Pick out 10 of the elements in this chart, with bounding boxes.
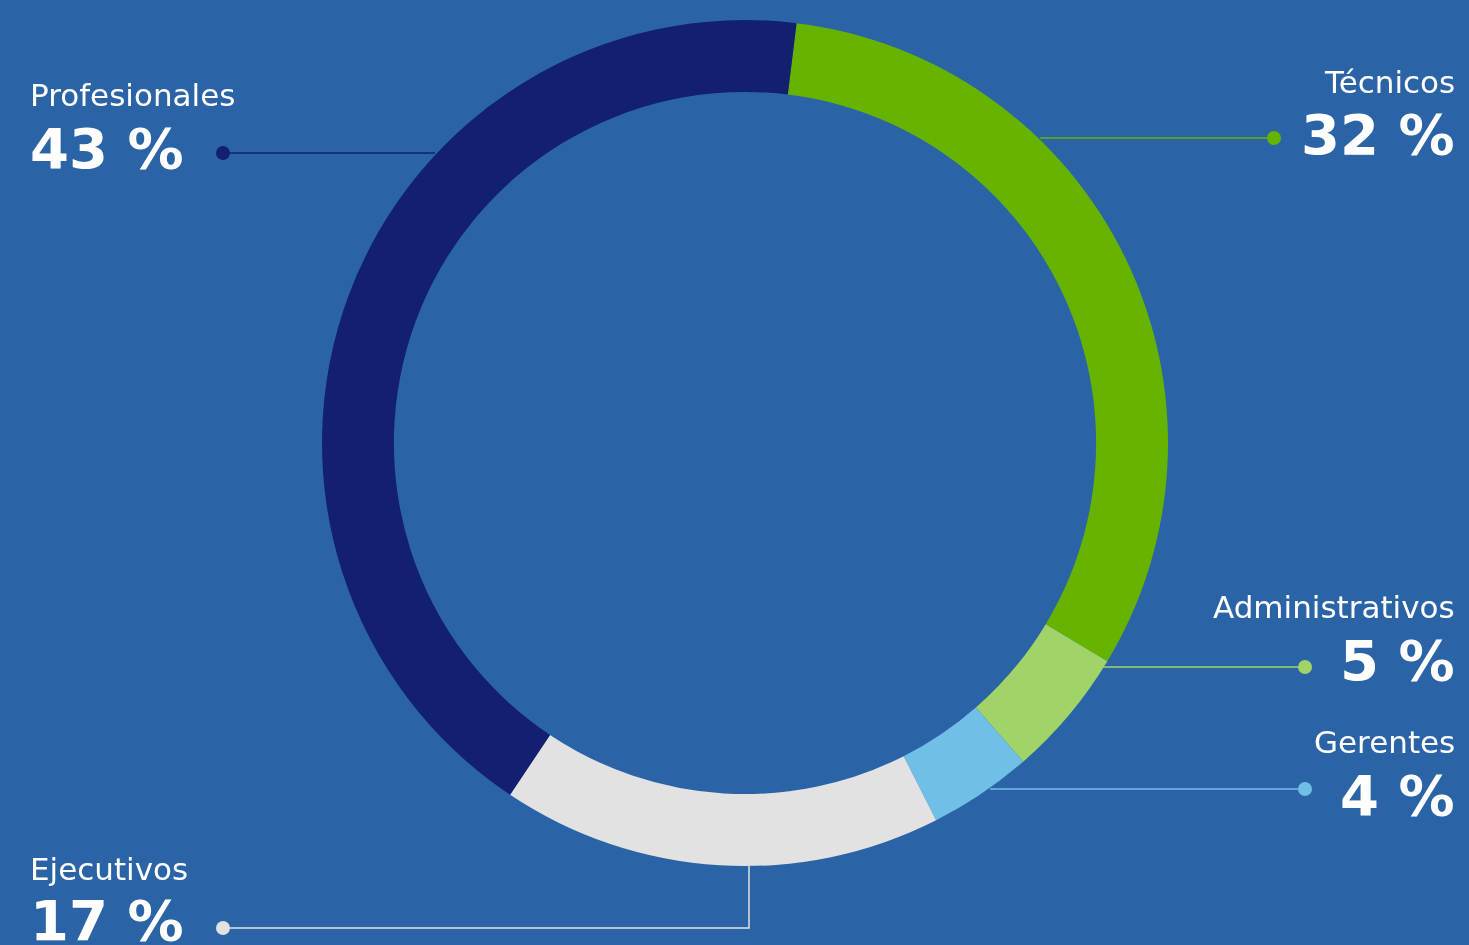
slice-label: Técnicos bbox=[1324, 64, 1456, 100]
data-label: 32 % bbox=[1301, 102, 1455, 167]
slice-label: Profesionales bbox=[30, 77, 236, 113]
slice-label: Ejecutivos bbox=[30, 851, 189, 887]
data-label: 4 % bbox=[1340, 763, 1455, 828]
slice-label: Gerentes bbox=[1314, 724, 1456, 760]
data-label: 5 % bbox=[1340, 628, 1455, 693]
data-label: 43 % bbox=[30, 116, 184, 181]
slice-label: Administrativos bbox=[1213, 589, 1455, 625]
data-label: 17 % bbox=[30, 888, 184, 945]
